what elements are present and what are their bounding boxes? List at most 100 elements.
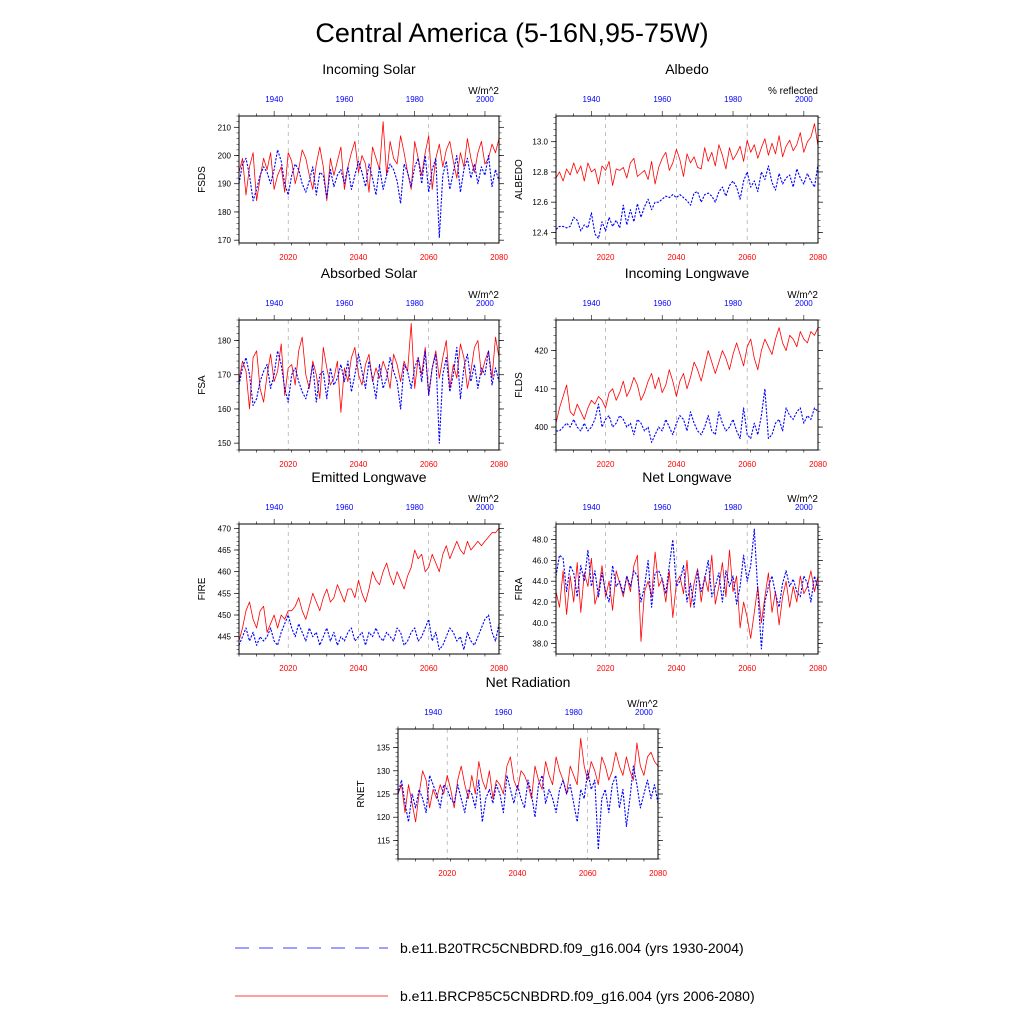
legend-label-future: b.e11.BRCP85C5CNBDRD.f09_g16.004 (yrs 20… <box>400 988 755 1004</box>
y-tick-label: 410 <box>535 385 549 394</box>
x-top-tick-label: 1980 <box>406 299 424 308</box>
y-tick-label: 120 <box>377 813 391 822</box>
panel-title: Incoming Longwave <box>625 265 750 281</box>
panel-title: Net Longwave <box>642 469 732 485</box>
series-line-future <box>397 737 659 823</box>
x-bottom-tick-label: 2080 <box>809 664 827 673</box>
x-bottom-tick-label: 2040 <box>667 664 685 673</box>
panel-title: Net Radiation <box>486 674 571 690</box>
x-bottom-tick-label: 2060 <box>420 460 438 469</box>
y-tick-label: 465 <box>218 546 232 555</box>
unit-label: W/m^2 <box>468 86 499 97</box>
x-top-tick-label: 1980 <box>724 299 742 308</box>
unit-label: W/m^2 <box>787 494 818 505</box>
x-bottom-tick-label: 2080 <box>649 869 667 878</box>
x-top-tick-label: 1940 <box>265 299 283 308</box>
unit-label: % reflected <box>768 86 818 97</box>
y-tick-label: 445 <box>218 633 232 642</box>
x-bottom-tick-label: 2020 <box>438 869 456 878</box>
y-tick-label: 455 <box>218 589 232 598</box>
y-tick-label: 170 <box>218 371 232 380</box>
x-top-tick-label: 1980 <box>406 503 424 512</box>
series-line-historical <box>238 149 500 238</box>
series-line-future <box>555 123 819 186</box>
y-tick-label: 48.0 <box>532 536 548 545</box>
y-tick-label: 200 <box>218 152 232 161</box>
panel-incoming-longwave: Incoming Longwave W/m^2 FLDS 400 410 420 2020 2… <box>514 265 827 469</box>
panel-albedo: Albedo % reflected ALBEDO 12.4 12.6 12.8 13.0 2… <box>514 61 827 262</box>
x-top-tick-label: 1960 <box>336 503 354 512</box>
x-top-tick-label: 2000 <box>795 299 813 308</box>
x-top-tick-label: 1960 <box>653 503 671 512</box>
x-bottom-tick-label: 2040 <box>350 664 368 673</box>
plot-frame <box>238 115 500 244</box>
unit-label: W/m^2 <box>468 494 499 505</box>
y-axis-label: FIRE <box>197 577 208 600</box>
y-axis-label: RNET <box>356 780 367 807</box>
x-top-tick-label: 1960 <box>336 95 354 104</box>
y-tick-label: 38.0 <box>532 640 548 649</box>
x-bottom-tick-label: 2040 <box>667 253 685 262</box>
x-top-tick-label: 2000 <box>635 708 653 717</box>
x-bottom-tick-label: 2020 <box>279 664 297 673</box>
series-line-future <box>555 327 819 424</box>
y-tick-label: 160 <box>218 405 232 414</box>
series-line-future <box>238 528 500 642</box>
legend: b.e11.B20TRC5CNBDRD.f09_g16.004 (yrs 193… <box>235 940 755 1004</box>
y-axis-label: FSA <box>197 375 208 395</box>
y-tick-label: 42.0 <box>532 598 548 607</box>
series-line-historical <box>555 528 819 650</box>
x-bottom-tick-label: 2020 <box>597 664 615 673</box>
plot-frame <box>238 319 500 451</box>
x-top-tick-label: 1940 <box>583 299 601 308</box>
y-tick-label: 135 <box>377 744 391 753</box>
x-bottom-tick-label: 2040 <box>350 460 368 469</box>
x-top-tick-label: 1980 <box>565 708 583 717</box>
y-tick-label: 420 <box>535 347 549 356</box>
x-top-tick-label: 2000 <box>795 95 813 104</box>
y-axis-label: FIRA <box>514 577 525 600</box>
y-tick-label: 400 <box>535 423 549 432</box>
x-top-tick-label: 1940 <box>265 95 283 104</box>
x-bottom-tick-label: 2040 <box>509 869 527 878</box>
y-tick-label: 46.0 <box>532 556 548 565</box>
y-tick-label: 460 <box>218 568 232 577</box>
x-top-tick-label: 1960 <box>653 299 671 308</box>
panel-incoming-solar: Incoming Solar W/m^2 FSDS 170 180 190 200 210 20… <box>197 61 508 262</box>
y-axis-label: FLDS <box>514 372 525 398</box>
series-line-future <box>555 549 819 642</box>
panel-title: Emitted Longwave <box>311 469 426 485</box>
x-bottom-tick-label: 2020 <box>279 460 297 469</box>
series-line-historical <box>397 765 659 851</box>
series-line-historical <box>555 164 819 240</box>
series-line-future <box>238 121 500 202</box>
unit-label: W/m^2 <box>468 290 499 301</box>
legend-label-historical: b.e11.B20TRC5CNBDRD.f09_g16.004 (yrs 193… <box>400 940 744 956</box>
x-bottom-tick-label: 2080 <box>490 460 508 469</box>
x-top-tick-label: 1940 <box>583 95 601 104</box>
x-top-tick-label: 1980 <box>406 95 424 104</box>
x-top-tick-label: 2000 <box>476 95 494 104</box>
x-top-tick-label: 2000 <box>476 299 494 308</box>
panel-title: Albedo <box>665 61 709 77</box>
y-tick-label: 150 <box>218 439 232 448</box>
plot-frame <box>397 728 659 860</box>
series-line-future <box>238 322 500 413</box>
y-tick-label: 170 <box>218 236 232 245</box>
x-bottom-tick-label: 2060 <box>579 869 597 878</box>
x-bottom-tick-label: 2020 <box>597 253 615 262</box>
x-top-tick-label: 1940 <box>583 503 601 512</box>
y-tick-label: 115 <box>377 836 390 845</box>
panel-net-radiation: Net Radiation W/m^2 RNET 115 120 125 130 135 202… <box>356 674 667 878</box>
x-bottom-tick-label: 2040 <box>667 460 685 469</box>
y-tick-label: 44.0 <box>532 577 548 586</box>
x-bottom-tick-label: 2060 <box>420 253 438 262</box>
x-top-tick-label: 2000 <box>795 503 813 512</box>
x-bottom-tick-label: 2080 <box>809 253 827 262</box>
x-top-tick-label: 1940 <box>265 503 283 512</box>
x-bottom-tick-label: 2020 <box>597 460 615 469</box>
x-top-tick-label: 1960 <box>495 708 513 717</box>
y-axis-label: FSDS <box>197 166 208 193</box>
series-line-historical <box>238 614 500 651</box>
